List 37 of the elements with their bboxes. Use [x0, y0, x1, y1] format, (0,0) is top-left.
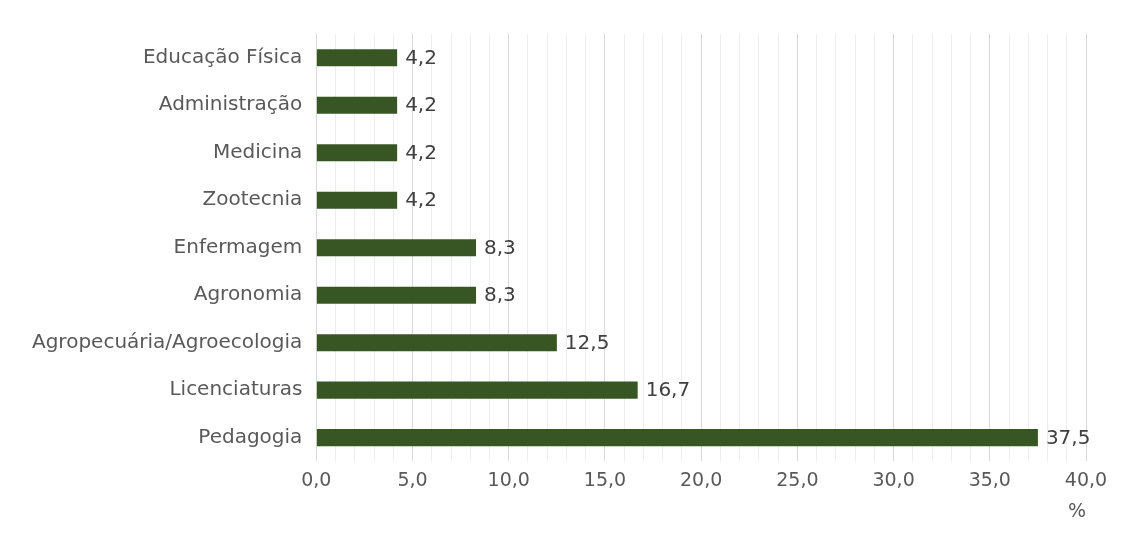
- data-label: 8,3: [484, 234, 516, 259]
- data-label: 37,5: [1045, 424, 1091, 449]
- data-label: 16,7: [645, 377, 691, 402]
- x-tick-label: 25,0: [776, 467, 819, 490]
- y-tick-label: Administração: [158, 91, 303, 116]
- bar: [316, 334, 557, 352]
- y-tick-label: Agropecuária/Agroecologia: [31, 328, 303, 353]
- data-label: 12,5: [564, 329, 610, 354]
- bar: [316, 96, 398, 114]
- x-tick-label: 35,0: [968, 467, 1011, 490]
- y-tick-label: Licenciaturas: [169, 376, 303, 401]
- data-label: 4,2: [405, 44, 437, 69]
- data-label: 8,3: [484, 282, 516, 307]
- bar: [316, 429, 1038, 447]
- x-tick-label: 15,0: [583, 467, 627, 490]
- x-axis-title: %: [1067, 498, 1086, 521]
- bar: [316, 191, 398, 209]
- x-tick-label: 40,0: [1064, 467, 1108, 490]
- x-tick-label: 10,0: [487, 467, 530, 490]
- x-tick-label: 5,0: [397, 467, 428, 490]
- y-tick-label: Medicina: [213, 138, 303, 163]
- bar: [316, 49, 398, 67]
- bar: [316, 239, 477, 257]
- bar: [316, 381, 638, 399]
- y-tick-label: Agronomia: [193, 281, 303, 306]
- y-tick-label: Educação Física: [142, 43, 303, 68]
- bar: [316, 144, 398, 162]
- x-tick-label: 30,0: [872, 467, 915, 490]
- y-tick-label: Enfermagem: [173, 233, 303, 258]
- x-tick-label: 0,0: [301, 467, 332, 490]
- y-tick-label: Zootecnia: [202, 186, 303, 211]
- data-label: 4,2: [405, 139, 437, 164]
- data-label: 4,2: [405, 92, 437, 117]
- y-tick-label: Pedagogia: [198, 423, 303, 448]
- x-tick-label: 20,0: [680, 467, 723, 490]
- data-label: 4,2: [405, 187, 437, 212]
- bar: [316, 286, 477, 304]
